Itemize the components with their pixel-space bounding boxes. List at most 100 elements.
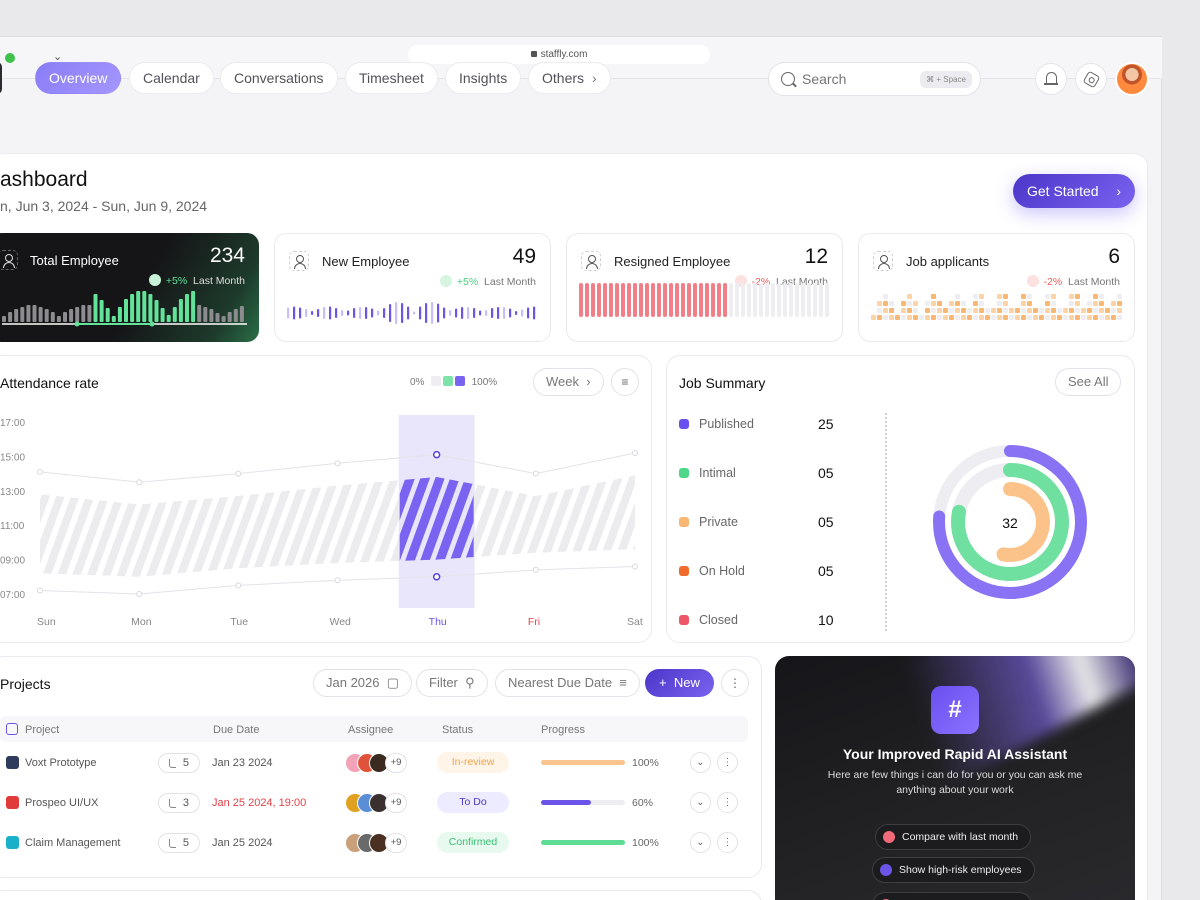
- sliders-icon: ⚲: [465, 675, 475, 690]
- sort-label: Nearest Due Date: [508, 675, 613, 690]
- attendance-area: [40, 475, 635, 577]
- sparkline-cell: [925, 301, 930, 306]
- period-select[interactable]: Week ›: [533, 368, 604, 396]
- sort-select[interactable]: Nearest Due Date ≡: [495, 669, 640, 697]
- sparkline-cell: [1045, 308, 1050, 313]
- expand-row-button[interactable]: ⌄: [690, 792, 711, 813]
- sparkline-bar: [38, 307, 43, 322]
- project-name[interactable]: Voxt Prototype: [25, 757, 97, 769]
- sparkline-bar: [124, 299, 128, 322]
- tab-insights[interactable]: Insights: [445, 62, 522, 94]
- row-more-button[interactable]: ⋮: [717, 792, 738, 813]
- chevron-down-icon[interactable]: ⌄: [53, 51, 63, 63]
- divider: [885, 413, 887, 631]
- legend-swatch-mid: [443, 376, 454, 386]
- item-value: 10: [818, 612, 834, 628]
- tab-others[interactable]: Others ›: [528, 62, 611, 94]
- sparkline-cell: [1027, 294, 1032, 299]
- row-more-button[interactable]: ⋮: [717, 832, 738, 853]
- select-all-checkbox[interactable]: [6, 723, 18, 735]
- sparkline-bar: [515, 311, 518, 315]
- sparkline-cell: [1111, 308, 1116, 313]
- expand-row-button[interactable]: ⌄: [690, 832, 711, 853]
- search-input[interactable]: [802, 69, 912, 89]
- user-avatar[interactable]: [1115, 62, 1149, 96]
- see-all-button[interactable]: See All: [1055, 368, 1122, 396]
- project-name[interactable]: Prospeo UI/UX: [25, 797, 99, 809]
- sparkline-cell: [1051, 294, 1056, 299]
- sparkline-bar: [353, 308, 356, 318]
- progress-bar: [541, 800, 625, 805]
- sparkline-cell: [1087, 308, 1092, 313]
- filter-button[interactable]: Filter ⚲: [416, 669, 488, 697]
- date-filter[interactable]: Jan 2026 ▢: [313, 669, 413, 697]
- sparkline-cell: [1099, 301, 1104, 306]
- assignee-group[interactable]: +9: [345, 833, 407, 853]
- search-box[interactable]: ⌘ + Space: [768, 62, 981, 96]
- envelope-point: [235, 582, 242, 589]
- job-summary-item: Published 25: [679, 416, 839, 434]
- y-tick-label: 13:00: [0, 487, 25, 498]
- project-name[interactable]: Claim Management: [25, 837, 121, 849]
- new-project-button[interactable]: + New: [645, 669, 714, 697]
- address-bar[interactable]: staffly.com: [408, 45, 710, 64]
- column-header[interactable]: Due Date: [213, 724, 260, 736]
- assignee-group[interactable]: +9: [345, 753, 407, 773]
- progress-percent: 60%: [632, 797, 654, 809]
- sparkline-cell: [1009, 315, 1014, 320]
- sparkline-cell: [1117, 294, 1122, 299]
- sparkline-bar: [771, 283, 775, 317]
- sparkline-cell: [1039, 315, 1044, 320]
- notifications-button[interactable]: [1035, 63, 1067, 95]
- tab-label: Conversations: [234, 70, 324, 86]
- more-options-button[interactable]: ⋮: [721, 669, 749, 697]
- column-header[interactable]: Assignee: [348, 724, 394, 736]
- sparkline-cell: [961, 315, 966, 320]
- sparkline-bar: [142, 291, 147, 322]
- stat-label: New Employee: [322, 254, 410, 269]
- chevron-down-icon: ⌄: [696, 797, 705, 808]
- tab-conversations[interactable]: Conversations: [220, 62, 338, 94]
- envelope-point: [532, 470, 539, 477]
- sparkline-bar: [136, 291, 141, 322]
- chart-settings-button[interactable]: ≡: [611, 368, 639, 396]
- sparkline-bar: [473, 308, 476, 318]
- sparkline-bar: [8, 312, 13, 322]
- sparkline-bar: [491, 308, 494, 318]
- app-logo[interactable]: [0, 62, 2, 94]
- sparkline-bar: [747, 283, 751, 317]
- sparkline-cell: [1093, 315, 1098, 320]
- sparkline-bar: [711, 283, 715, 317]
- item-label: Published: [699, 417, 754, 431]
- tab-calendar[interactable]: Calendar: [129, 62, 214, 94]
- ai-suggestion-chip[interactable]: Compare with last month: [875, 824, 1032, 850]
- window-maximize-dot[interactable]: [5, 53, 15, 63]
- expand-row-button[interactable]: ⌄: [690, 752, 711, 773]
- column-header[interactable]: Status: [442, 724, 474, 736]
- stat-card-resigned-employee[interactable]: Resigned Employee 12 -2% Last Month: [566, 233, 843, 342]
- stat-card-job-applicants[interactable]: Job applicants 6 -2% Last Month: [858, 233, 1135, 342]
- row-more-button[interactable]: ⋮: [717, 752, 738, 773]
- sparkline-bar: [50, 312, 55, 322]
- settings-button[interactable]: [1075, 63, 1107, 95]
- column-header[interactable]: Progress: [541, 724, 586, 736]
- sparkline-bar: [359, 307, 362, 319]
- branch-count-value: 5: [182, 837, 189, 849]
- tab-timesheet[interactable]: Timesheet: [345, 62, 438, 94]
- ai-suggestion-chip[interactable]: Show high-risk employees: [872, 857, 1035, 883]
- assignee-group[interactable]: +9: [345, 793, 407, 813]
- tab-overview[interactable]: Overview: [35, 62, 122, 94]
- branch-count[interactable]: 5: [158, 753, 200, 773]
- ai-suggestion-chip[interactable]: [872, 892, 1032, 900]
- sparkline-cell: [1057, 315, 1062, 320]
- column-header[interactable]: Project: [25, 724, 60, 736]
- branch-count[interactable]: 3: [158, 793, 200, 813]
- branch-count[interactable]: 5: [158, 833, 200, 853]
- get-started-button[interactable]: Get Started ›: [1013, 174, 1135, 208]
- stat-card-total-employee[interactable]: Total Employee 234 +5% Last Month: [0, 233, 259, 342]
- stat-card-new-employee[interactable]: New Employee 49 +5% Last Month: [274, 233, 551, 342]
- sparkline-bar: [609, 283, 613, 317]
- job-summary-donut: 32: [933, 445, 1087, 599]
- resigned-employee-sparkline: [579, 283, 829, 317]
- sparkline-bar: [323, 307, 326, 319]
